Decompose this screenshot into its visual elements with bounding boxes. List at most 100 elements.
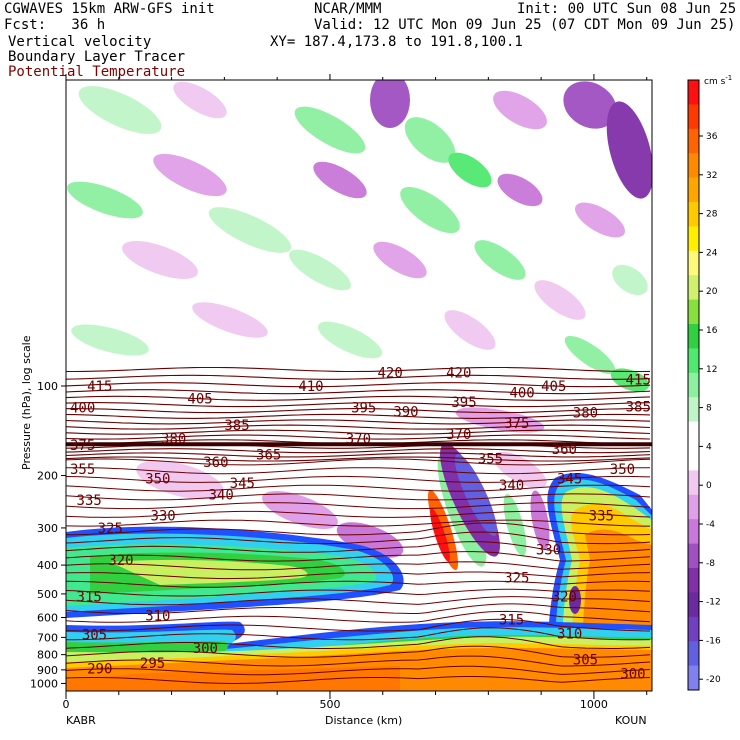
theta-label: 290 — [87, 661, 112, 677]
colorbar-swatch — [688, 372, 699, 398]
colorbar-label: -12 — [706, 598, 721, 608]
potential-temperature-contours — [66, 366, 652, 685]
theta-label: 355 — [70, 462, 95, 478]
theta-label: 320 — [552, 589, 577, 605]
y-tick-label: 900 — [37, 664, 58, 677]
theta-contour-line — [66, 541, 651, 553]
theta-contour-line — [66, 636, 651, 649]
theta-contour-line — [66, 618, 651, 632]
theta-contour-line — [66, 665, 651, 676]
colorbar-label: -16 — [706, 636, 721, 646]
colorbar: 36 32 28 24 20 16 12 8 4 0 -4 -8 -12 -16 -20 — [687, 79, 721, 691]
theta-label: 395 — [451, 395, 476, 411]
theta-label: 315 — [499, 613, 524, 629]
theta-contour-line — [66, 610, 651, 623]
forecast-hour: Fcst: 36 h — [4, 17, 106, 33]
theta-label: 330 — [150, 508, 175, 524]
y-tick-label: 400 — [37, 559, 58, 572]
colorbar-label: 8 — [706, 404, 712, 414]
theta-label: 335 — [589, 508, 614, 524]
org-label: NCAR/MMM — [314, 1, 382, 17]
colorbar-label: 28 — [706, 210, 718, 220]
theta-label: 420 — [446, 365, 471, 381]
left-endpoint-label: KABR — [66, 714, 96, 727]
colorbar-label: -8 — [706, 559, 715, 569]
theta-label: 415 — [626, 372, 651, 388]
theta-label: 310 — [145, 608, 170, 624]
colorbar-swatch — [688, 104, 699, 130]
valid-time: Valid: 12 UTC Mon 09 Jun 25 (07 CDT Mon … — [314, 17, 736, 33]
theta-label: 300 — [620, 666, 645, 682]
theta-contour-line — [66, 596, 651, 606]
theta-contour-line — [66, 429, 651, 435]
colorbar-units: cm s-1 — [704, 74, 732, 87]
theta-contour-line — [66, 382, 651, 388]
theta-label: 360 — [203, 455, 228, 471]
theta-contour-line — [66, 389, 651, 395]
theta-contour-line — [66, 467, 650, 475]
colorbar-swatch — [688, 324, 699, 349]
theta-contour-line — [66, 484, 651, 492]
colorbar-swatch — [688, 470, 699, 496]
y-axis-title: Pressure (hPa), log scale — [20, 335, 33, 470]
theta-contour-line — [66, 522, 651, 536]
x-tick-label: 0 — [63, 698, 70, 711]
theta-contour-line — [66, 510, 651, 518]
theta-contour-line — [66, 531, 651, 545]
theta-label: 390 — [393, 405, 418, 421]
theta-label: 375 — [70, 438, 95, 454]
theta-label: 415 — [87, 379, 112, 395]
theta-label: 385 — [626, 399, 651, 415]
colorbar-swatch — [688, 299, 699, 325]
theta-contour-line — [66, 419, 651, 425]
theta-label: 350 — [610, 462, 635, 478]
theta-contour-line — [66, 551, 651, 562]
theta-label: 380 — [573, 406, 598, 422]
theta-contour-line — [66, 448, 651, 454]
distance-axis: 0 500 1000 — [63, 74, 648, 711]
theta-contour-labels: 415 410 420 420 405 415 400 405 395 390 395 400 380 3… — [70, 365, 651, 682]
colorbar-label: 12 — [706, 365, 717, 375]
theta-contour-line — [66, 645, 651, 658]
theta-label: 365 — [256, 448, 281, 464]
colorbar-swatch — [688, 226, 699, 252]
theta-label: 305 — [82, 628, 107, 644]
field-boundary-layer-tracer: Boundary Layer Tracer — [8, 49, 186, 65]
colorbar-swatch — [688, 348, 699, 374]
colorbar-swatch — [688, 202, 699, 227]
stratosphere-wave-field — [67, 80, 652, 392]
theta-label: 385 — [224, 418, 249, 434]
y-tick-label: 200 — [37, 470, 58, 483]
theta-contour-line — [66, 627, 651, 641]
colorbar-swatch — [688, 665, 699, 691]
right-endpoint-label: KOUN — [615, 714, 647, 727]
colorbar-swatch — [688, 177, 699, 203]
theta-contour-line — [66, 655, 651, 667]
colorbar-label: 32 — [706, 171, 717, 181]
colorbar-label: 0 — [706, 481, 712, 491]
colorbar-swatch — [688, 641, 699, 667]
theta-label: 405 — [187, 391, 212, 407]
x-axis-title: Distance (km) — [325, 714, 402, 727]
colorbar-label: 20 — [706, 287, 718, 297]
theta-contour-line — [66, 395, 651, 401]
theta-label: 305 — [573, 652, 598, 668]
theta-label: 335 — [77, 493, 102, 509]
theta-contour-line — [66, 475, 651, 483]
theta-contour-line — [66, 402, 651, 408]
theta-contour-line — [66, 580, 651, 588]
x-tick-label: 1000 — [580, 698, 608, 711]
theta-contour-line — [66, 493, 651, 501]
theta-contour-line — [66, 571, 651, 580]
colorbar-swatch — [688, 397, 699, 423]
theta-label: 295 — [140, 656, 165, 672]
theta-contour-line — [66, 413, 651, 419]
colorbar-swatch — [688, 568, 699, 593]
colorbar-label: -20 — [706, 675, 721, 685]
y-tick-label: 700 — [37, 631, 58, 644]
boundary-layer-tracer-left — [66, 526, 404, 618]
colorbar-swatch — [688, 80, 699, 105]
theta-contour-line — [66, 458, 651, 466]
